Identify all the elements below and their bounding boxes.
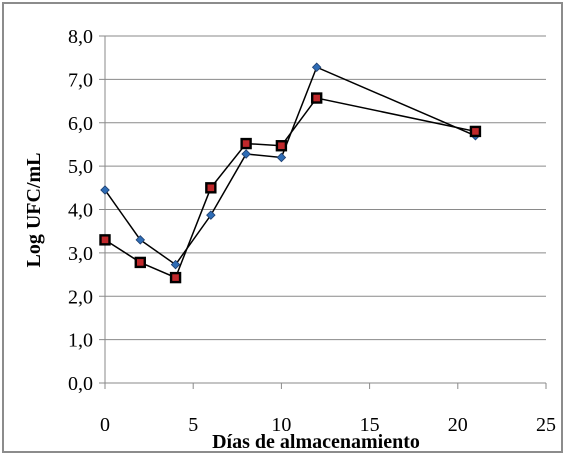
gridlines xyxy=(105,35,546,341)
data-point xyxy=(241,149,251,159)
y-axis-title: Log UFC/mL xyxy=(23,153,45,268)
data-point xyxy=(169,271,182,284)
series-group xyxy=(99,62,482,284)
data-point xyxy=(276,152,287,163)
x-tick-label: 15 xyxy=(360,414,380,436)
y-tick-label: 8,0 xyxy=(68,26,93,48)
y-tick-label: 7,0 xyxy=(68,69,93,91)
data-point xyxy=(311,62,322,72)
data-point xyxy=(275,140,288,152)
data-point xyxy=(240,137,252,150)
y-tick-label: 6,0 xyxy=(68,113,93,135)
x-tick-label: 0 xyxy=(100,414,110,436)
data-point xyxy=(135,235,146,245)
data-point xyxy=(99,234,111,246)
series-line xyxy=(104,66,476,266)
y-tick-label: 0,0 xyxy=(68,373,93,395)
x-axis-title: Días de almacenamiento xyxy=(212,431,420,453)
data-point xyxy=(206,210,216,220)
data-point xyxy=(100,185,110,195)
x-tick-label: 25 xyxy=(536,414,556,436)
y-tick-label: 2,0 xyxy=(68,286,93,308)
axes xyxy=(99,35,547,389)
y-tick-label: 5,0 xyxy=(68,156,93,178)
series-line xyxy=(104,97,476,279)
x-tick-label: 10 xyxy=(271,414,291,436)
data-point xyxy=(469,125,482,138)
x-tick-labels: 0 5 10 15 20 25 xyxy=(100,414,556,436)
x-tick-label: 5 xyxy=(188,414,198,436)
y-tick-labels: 0,0 1,0 2,0 3,0 4,0 5,0 6,0 7,0 8,0 xyxy=(68,26,93,395)
data-point xyxy=(134,256,146,269)
series-2 xyxy=(99,92,482,284)
data-point xyxy=(310,92,323,104)
y-tick-label: 1,0 xyxy=(68,330,93,352)
data-point xyxy=(170,259,181,270)
y-tick-label: 4,0 xyxy=(68,200,93,222)
chart-frame xyxy=(2,2,563,453)
series-1 xyxy=(100,62,481,270)
y-tick-label: 3,0 xyxy=(68,243,93,265)
data-point xyxy=(205,182,217,194)
x-tick-label: 20 xyxy=(448,414,468,436)
